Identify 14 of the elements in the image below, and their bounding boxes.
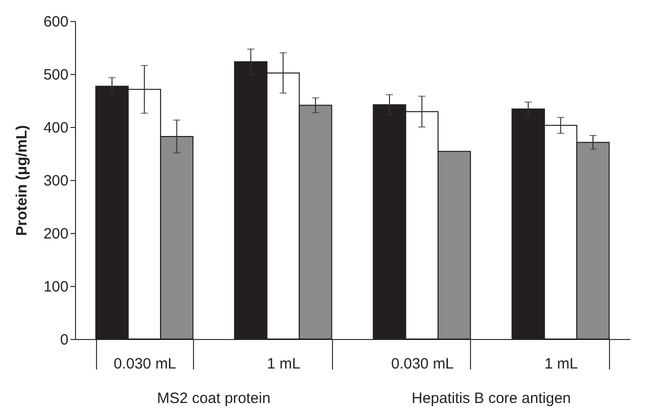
y-tick-label: 600 bbox=[43, 14, 68, 30]
y-tick-label: 400 bbox=[43, 120, 68, 136]
y-tick-label: 200 bbox=[43, 226, 68, 242]
y-axis-title: Protein (μg/mL) bbox=[13, 125, 30, 236]
y-tick-label: 0 bbox=[60, 332, 68, 348]
text: MS2 coat protein bbox=[157, 390, 270, 407]
x-tick-label: 1 mL bbox=[266, 356, 300, 372]
x-tick-label: 1 mL bbox=[544, 356, 578, 372]
y-tick-label: 500 bbox=[43, 66, 68, 84]
text: Hepatitis B core antigen bbox=[412, 390, 571, 407]
x-tick-label: 0.030 mL bbox=[391, 356, 454, 372]
y-tick-label: 100 bbox=[43, 278, 68, 296]
y-tick-label: 300 bbox=[43, 172, 68, 190]
x-tick-label: 0.030 mL bbox=[114, 356, 176, 372]
